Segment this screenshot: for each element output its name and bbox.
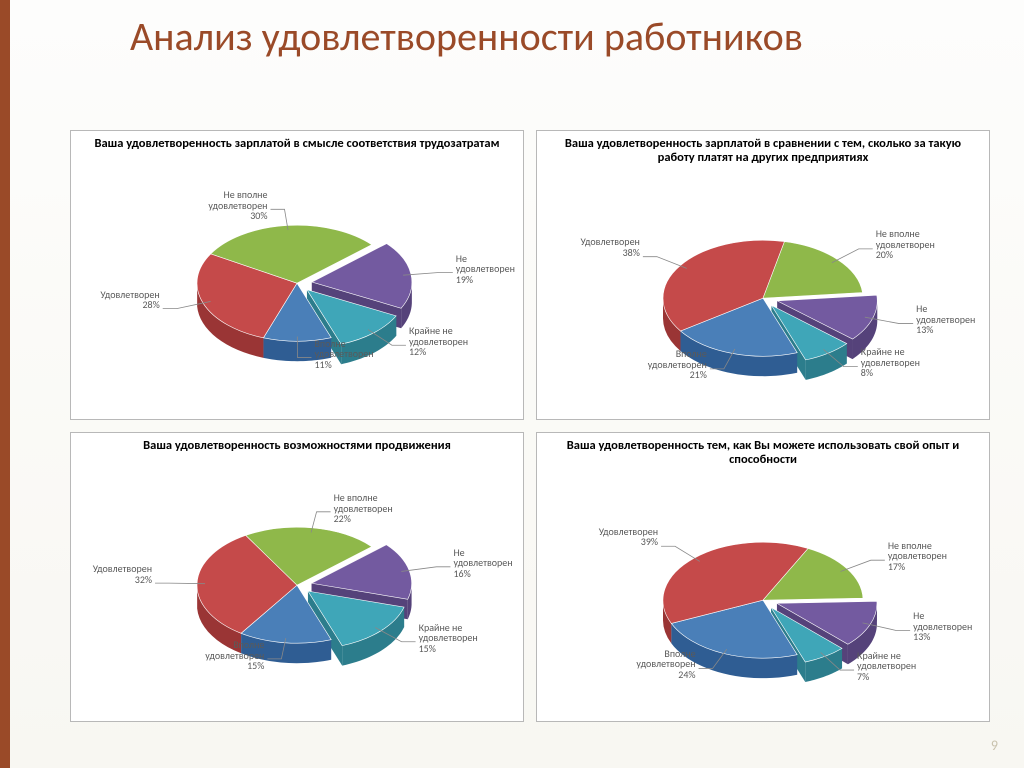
slice-label: Удовлетворен28% (100, 290, 159, 311)
accent-bar (0, 0, 10, 768)
slice-label: Не вполнеудовлетворен22% (334, 493, 393, 525)
slice-label: Неудовлетворен19% (456, 254, 515, 286)
chart-area-2: Вполнеудовлетворен15% Удовлетворен32% Не в… (71, 455, 523, 685)
slice-label: Удовлетворен32% (93, 564, 152, 585)
chart-panel-2: Ваша удовлетворенность возможностями про… (70, 432, 524, 722)
slice-label: Не вполнеудовлетворен20% (876, 229, 935, 261)
slice-label: Неудовлетворен13% (913, 611, 972, 643)
chart-title-2: Ваша удовлетворенность возможностями про… (71, 433, 523, 455)
chart-title-1: Ваша удовлетворенность зарплатой в сравн… (537, 131, 989, 168)
chart-title-0: Ваша удовлетворенность зарплатой в смысл… (71, 131, 523, 153)
slice-label: Не вполнеудовлетворен30% (208, 190, 267, 222)
slice-label: Вполнеудовлетворен21% (648, 349, 707, 381)
chart-title-3: Ваша удовлетворенность тем, как Вы может… (537, 433, 989, 470)
slide: Анализ удовлетворенности работников Ваша… (0, 0, 1024, 768)
chart-grid: Ваша удовлетворенность зарплатой в смысл… (70, 130, 990, 722)
slice-label: Вполнеудовлетворен24% (636, 649, 695, 681)
slice-label: Удовлетворен39% (599, 527, 658, 548)
slice-label: Вполнеудовлетворен11% (314, 339, 373, 371)
chart-area-0: Вполнеудовлетворен11% Удовлетворен28% Не в… (71, 153, 523, 383)
slice-label: Вполнеудовлетворен15% (205, 640, 264, 672)
slice-label: Неудовлетворен16% (453, 548, 512, 580)
slide-title: Анализ удовлетворенности работников (130, 14, 950, 60)
page-number: 9 (991, 737, 998, 754)
chart-panel-3: Ваша удовлетворенность тем, как Вы может… (536, 432, 990, 722)
chart-panel-0: Ваша удовлетворенность зарплатой в смысл… (70, 130, 524, 420)
chart-area-1: Вполнеудовлетворен21% Удовлетворен38% Не в… (537, 168, 989, 398)
chart-area-3: Вполнеудовлетворен24% Удовлетворен39% Не в… (537, 470, 989, 700)
slice-label: Крайне неудовлетворен15% (419, 623, 478, 655)
slice-label: Крайне неудовлетворен8% (861, 347, 920, 379)
slice-label: Крайне неудовлетворен12% (409, 326, 468, 358)
slice-label: Не вполнеудовлетворен17% (888, 541, 947, 573)
chart-panel-1: Ваша удовлетворенность зарплатой в сравн… (536, 130, 990, 420)
slice-label: Неудовлетворен13% (916, 304, 975, 336)
slice-label: Крайне неудовлетворен7% (857, 651, 916, 683)
slice-label: Удовлетворен38% (581, 237, 640, 258)
